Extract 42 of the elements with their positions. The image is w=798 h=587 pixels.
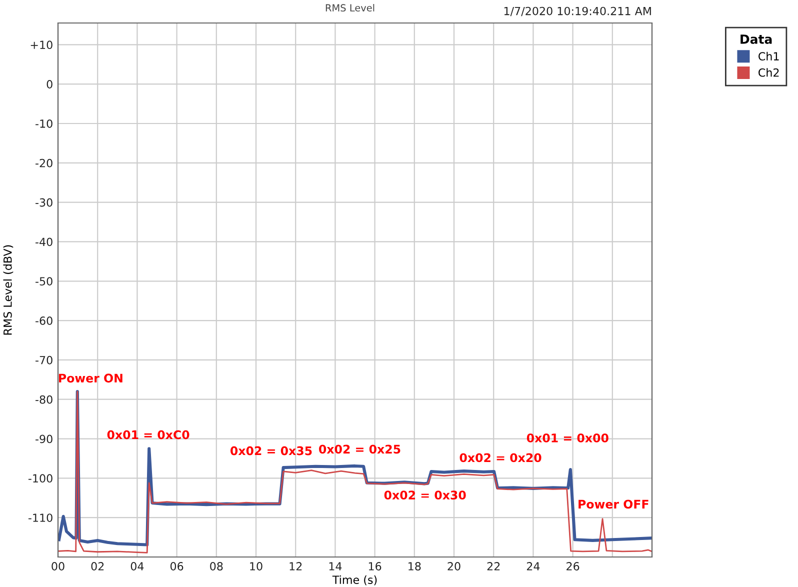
legend-label: Ch2	[758, 68, 779, 77]
y-tick-label: -80	[36, 395, 52, 404]
x-tick-label: 04	[130, 562, 144, 570]
chart-title: RMS Level	[326, 4, 374, 12]
x-tick-label: 00	[52, 562, 64, 570]
y-tick-label: -30	[36, 198, 52, 207]
annotation: 0x02 = 0x25	[319, 444, 400, 454]
x-tick-label: 18	[408, 562, 421, 570]
annotation: 0x02 = 0x35	[230, 446, 312, 456]
y-tick-label: -70	[36, 356, 52, 364]
y-tick-label: -40	[36, 238, 52, 246]
x-axis-title: Time (s)	[332, 575, 377, 586]
x-tick-label: 26	[566, 562, 580, 570]
y-tick-label: -90	[36, 434, 52, 444]
x-tick-label: 22	[487, 562, 500, 570]
annotation: Power ON	[58, 374, 122, 383]
y-tick-label: -100	[28, 474, 52, 483]
y-tick-label: 0	[46, 80, 52, 88]
y-tick-label: -10	[36, 119, 52, 128]
x-tick-label: 10	[250, 562, 262, 570]
y-axis-title: RMS Level (dBV)	[3, 245, 14, 335]
x-tick-label: 14	[329, 562, 342, 570]
annotation: 0x02 = 0x30	[384, 490, 466, 500]
y-tick-label: -60	[36, 316, 52, 325]
x-tick-label: 16	[368, 562, 382, 570]
x-tick-label: 08	[210, 562, 223, 570]
x-tick-label: 12	[290, 562, 302, 570]
annotation: 0x02 = 0x20	[460, 453, 542, 462]
x-tick-label: 02	[91, 562, 104, 570]
x-tick-label: 06	[170, 562, 184, 570]
annotation: Power OFF	[578, 500, 648, 509]
legend-label: Ch1	[758, 52, 779, 60]
x-tick-label: 20	[448, 562, 460, 570]
annotation: 0x01 = 0x00	[526, 433, 608, 442]
text: 1/7/2020 10:19:40.211 AM	[504, 6, 651, 16]
y-tick-label: -20	[36, 158, 52, 168]
legend-title: Data	[740, 34, 772, 44]
annotation: 0x01 = 0xC0	[107, 430, 190, 440]
x-tick-label: 24	[526, 562, 540, 570]
y-tick-label: -50	[36, 277, 52, 286]
y-tick-label: +10	[30, 40, 52, 50]
y-tick-label: -110	[28, 514, 52, 522]
